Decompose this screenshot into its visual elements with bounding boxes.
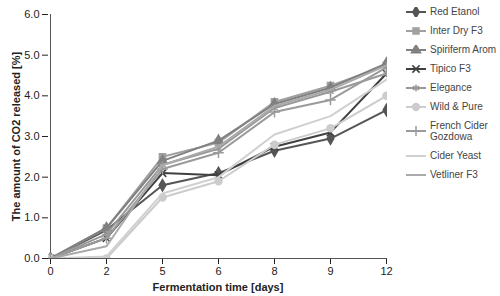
svg-text:8: 8 bbox=[271, 265, 277, 277]
html-text:Spiriferm Arom: Spiriferm Arom bbox=[430, 44, 497, 55]
html-text:Wild & Pure: Wild & Pure bbox=[430, 101, 483, 112]
svg-text:Fermentation time [days]: Fermentation time [days] bbox=[153, 281, 284, 293]
svg-text:0.0: 0.0 bbox=[24, 252, 39, 264]
svg-text:2: 2 bbox=[103, 265, 109, 277]
html-text:Elegance: Elegance bbox=[430, 82, 472, 93]
svg-text:3.0: 3.0 bbox=[24, 130, 39, 142]
html-text:Inter Dry F3: Inter Dry F3 bbox=[430, 25, 483, 36]
svg-text:5.0: 5.0 bbox=[24, 49, 39, 61]
svg-text:0: 0 bbox=[47, 265, 53, 277]
svg-text:The amount of CO2 released [%]: The amount of CO2 released [%] bbox=[10, 52, 22, 222]
svg-text:9: 9 bbox=[327, 265, 333, 277]
svg-text:1.0: 1.0 bbox=[24, 211, 39, 223]
svg-text:6: 6 bbox=[215, 265, 221, 277]
svg-text:6.0: 6.0 bbox=[24, 8, 39, 20]
html-text:French Cider Gozdowa: French Cider Gozdowa bbox=[430, 120, 488, 142]
svg-text:4.0: 4.0 bbox=[24, 89, 39, 101]
html-text:Tipico F3: Tipico F3 bbox=[430, 63, 471, 74]
html-text:Vetliner F3: Vetliner F3 bbox=[430, 169, 478, 180]
html-text:Cider Yeast: Cider Yeast bbox=[430, 150, 482, 161]
svg-text:2.0: 2.0 bbox=[24, 171, 39, 183]
svg-text:12: 12 bbox=[380, 265, 392, 277]
html-text:Red Etanol: Red Etanol bbox=[430, 6, 480, 17]
svg-text:5: 5 bbox=[159, 265, 165, 277]
